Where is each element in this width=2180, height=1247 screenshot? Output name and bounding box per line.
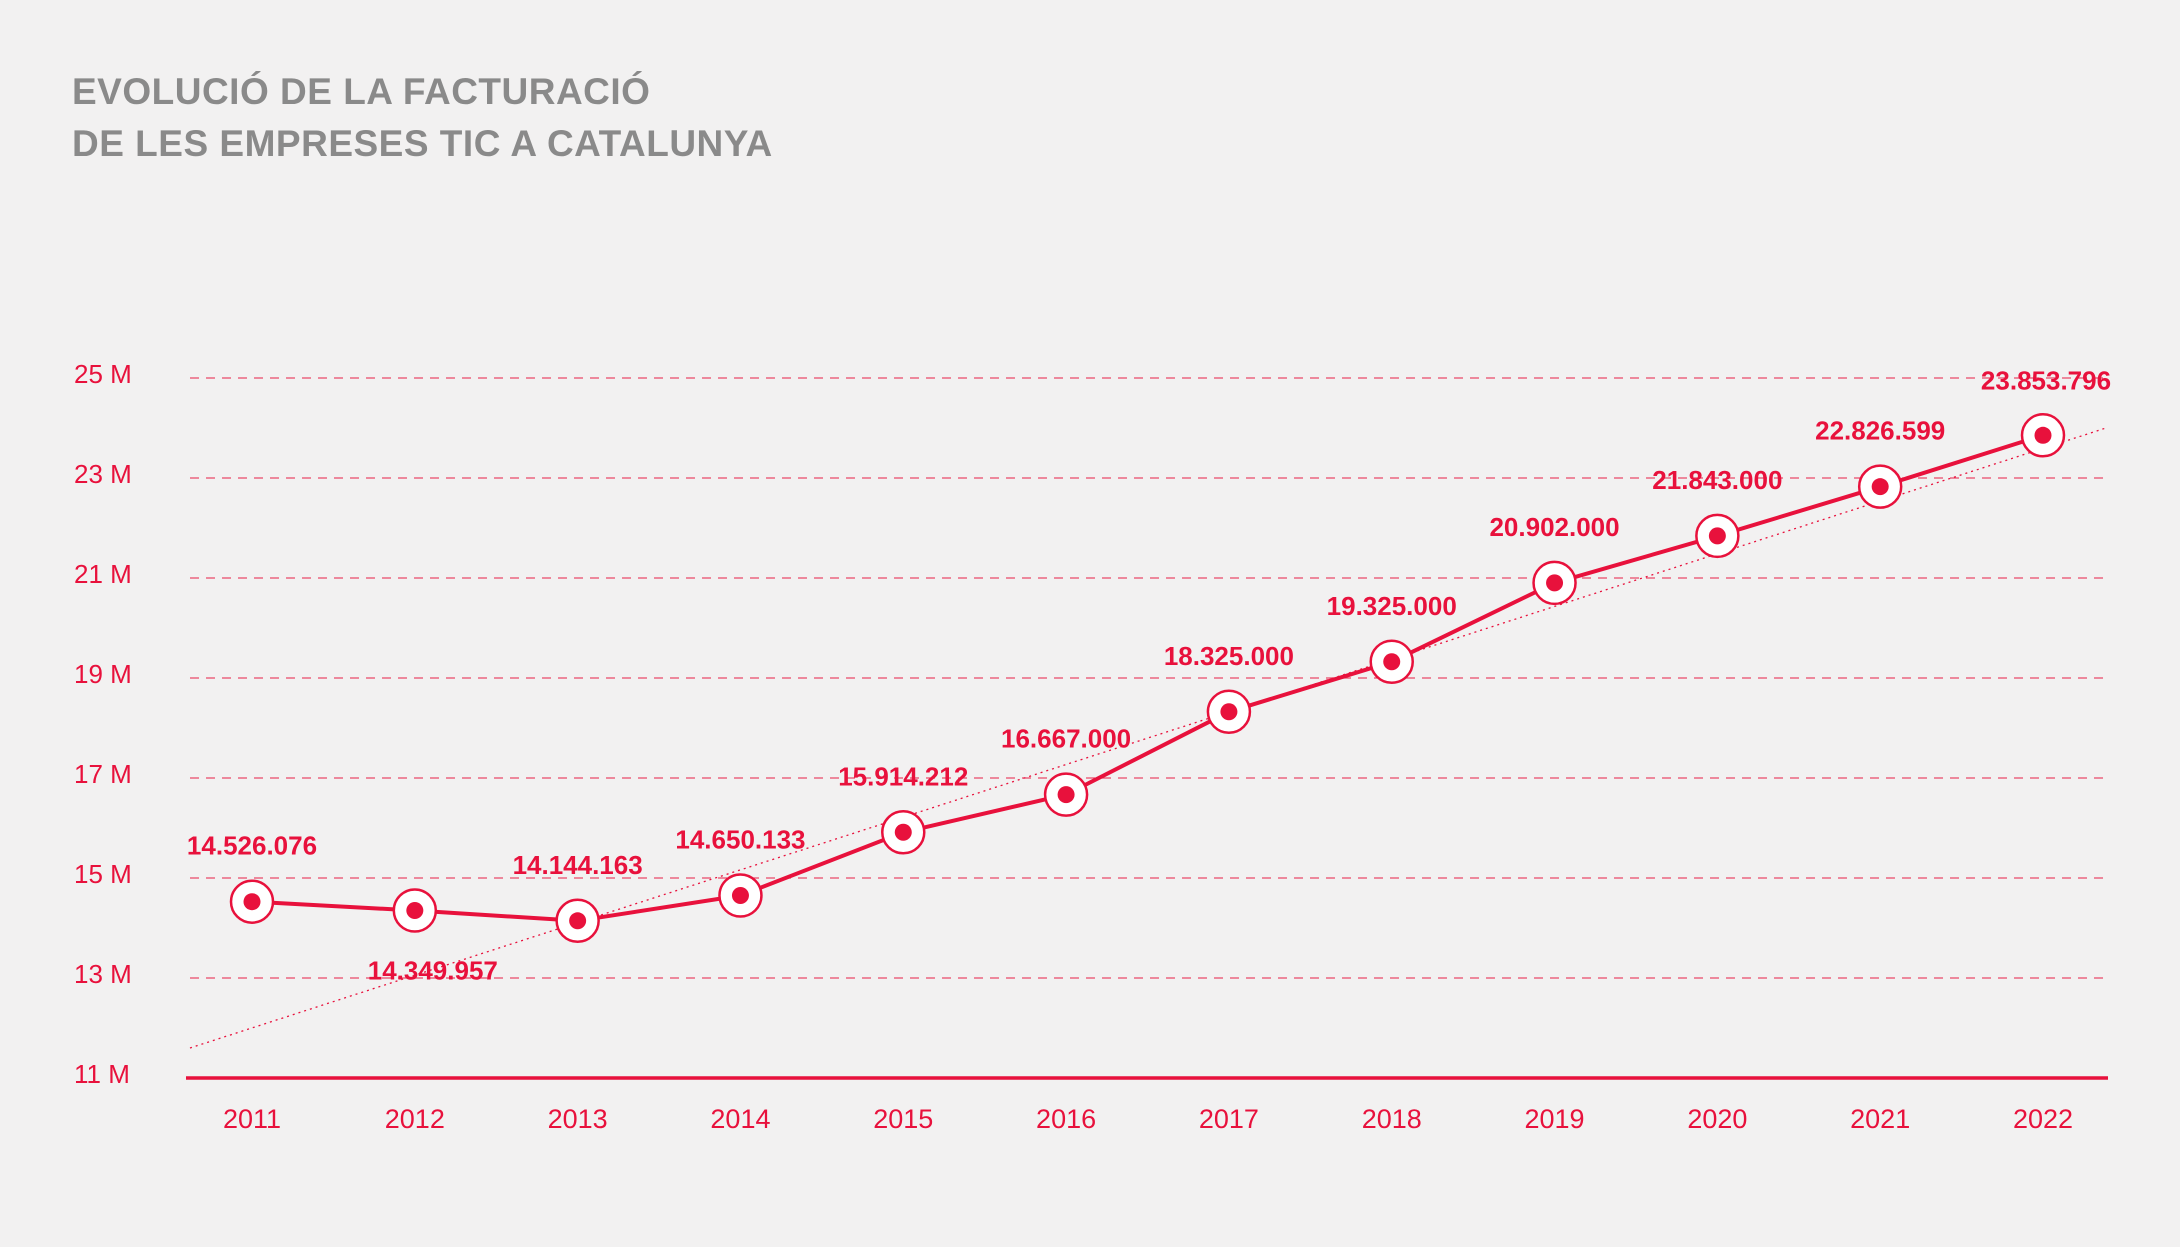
chart-title-line-2: DE LES EMPRESES TIC A CATALUNYA <box>72 123 773 164</box>
data-label: 14.349.957 <box>368 956 498 986</box>
data-label: 20.902.000 <box>1489 512 1619 542</box>
data-point <box>1695 513 1740 559</box>
data-point <box>2020 413 2066 458</box>
data-point-dot <box>1383 653 1401 671</box>
x-tick-label: 2011 <box>223 1104 281 1134</box>
data-label: 14.650.133 <box>675 824 805 854</box>
data-label: 14.526.076 <box>187 831 317 861</box>
y-tick-label: 23 M <box>74 459 132 489</box>
data-point <box>392 888 438 933</box>
x-tick-label: 2019 <box>1525 1104 1585 1134</box>
data-point-dot <box>243 893 261 911</box>
x-tick-label: 2016 <box>1036 1104 1096 1134</box>
y-axis: 11 M 13 M 15 M 17 M 19 M 21 M 23 M 25 M <box>74 359 132 1089</box>
data-point <box>881 810 926 855</box>
x-tick-label: 2022 <box>2013 1104 2073 1134</box>
data-point <box>229 879 275 924</box>
data-point-dot <box>406 902 424 920</box>
data-point <box>1857 464 1903 509</box>
data-labels: 14.526.076 14.349.957 14.144.163 14.650.133… <box>187 365 2111 985</box>
data-label: 22.826.599 <box>1815 416 1945 446</box>
y-tick-label: 11 M <box>74 1059 130 1089</box>
x-tick-label: 2017 <box>1199 1104 1259 1134</box>
data-point <box>555 898 600 944</box>
data-point <box>1532 560 1577 606</box>
data-label: 23.853.796 <box>1981 365 2111 395</box>
chart-title-line-1: EVOLUCIÓ DE LA FACTURACIÓ <box>72 71 651 112</box>
data-point <box>1369 639 1414 684</box>
x-tick-label: 2015 <box>873 1104 933 1134</box>
data-point-dot <box>1708 527 1726 545</box>
x-tick-label: 2018 <box>1362 1104 1422 1134</box>
x-tick-label: 2021 <box>1850 1104 1910 1134</box>
data-label: 15.914.212 <box>838 761 968 791</box>
data-point-dot <box>894 823 912 841</box>
data-point <box>718 873 763 918</box>
data-point <box>1206 689 1252 734</box>
data-label: 14.144.163 <box>513 850 643 880</box>
x-tick-label: 2020 <box>1687 1104 1747 1134</box>
y-tick-label: 13 M <box>74 959 132 989</box>
data-label: 16.667.000 <box>1001 724 1131 754</box>
data-point <box>1043 772 1089 817</box>
x-axis: 2011 2012 2013 2014 2015 2016 2017 2018 2019 2020… <box>223 1104 2073 1134</box>
y-tick-label: 25 M <box>74 359 132 389</box>
data-label: 19.325.000 <box>1327 591 1457 621</box>
y-tick-label: 15 M <box>74 859 132 889</box>
data-points <box>229 413 2066 944</box>
gridlines <box>190 377 2106 979</box>
data-point-dot <box>1546 574 1564 592</box>
y-tick-label: 19 M <box>74 659 132 689</box>
data-label: 21.843.000 <box>1652 465 1782 495</box>
data-label: 18.325.000 <box>1164 641 1294 671</box>
data-point-dot <box>569 912 587 930</box>
series-line <box>251 433 2044 923</box>
data-point-dot <box>731 886 749 904</box>
data-point-dot <box>1220 703 1238 721</box>
y-tick-label: 17 M <box>74 759 132 789</box>
chart-title: EVOLUCIÓ DE LA FACTURACIÓ DE LES EMPRESE… <box>72 66 773 170</box>
x-tick-label: 2014 <box>710 1104 770 1134</box>
data-point-dot <box>2034 426 2052 444</box>
y-tick-label: 21 M <box>74 559 132 589</box>
data-point-dot <box>1871 478 1889 496</box>
data-point-dot <box>1057 786 1075 804</box>
x-tick-label: 2013 <box>548 1104 608 1134</box>
x-tick-label: 2012 <box>385 1104 445 1134</box>
